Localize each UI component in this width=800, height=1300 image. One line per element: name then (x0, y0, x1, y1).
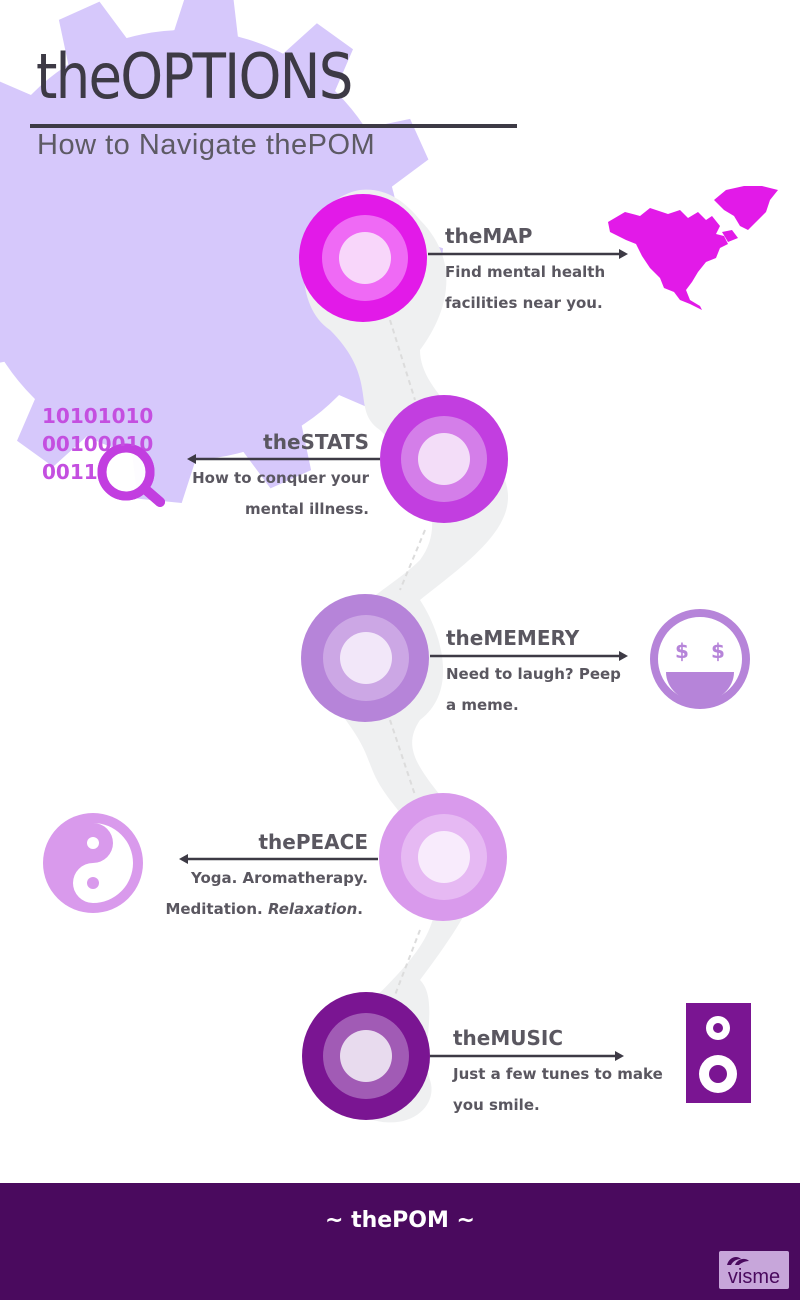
description-line: mental illness. (245, 500, 369, 518)
arrow-music (430, 1051, 624, 1061)
option-peace-title[interactable]: thePEACE (258, 830, 368, 854)
speaker-icon (686, 1003, 751, 1103)
option-stats-title[interactable]: theSTATS (263, 430, 369, 454)
svg-text:$: $ (675, 639, 689, 663)
option-map-description: Find mental health facilities near you. (445, 257, 605, 319)
option-peace-description: Yoga. Aromatherapy. Meditation. Relaxati… (150, 863, 368, 925)
arrow-peace (179, 854, 378, 864)
node-map (299, 194, 427, 322)
binary-line: 0011 (42, 460, 98, 484)
option-memery-description: Need to laugh? Peep a meme. (446, 659, 621, 721)
footer-bar (0, 1183, 800, 1300)
node-music (302, 992, 430, 1120)
description-line: facilities near you. (445, 294, 603, 312)
svg-text:$: $ (711, 639, 725, 663)
footer-text: ~ thePOM ~ (324, 1208, 475, 1233)
dollar-eyes-smiley-icon: $ $ (650, 609, 750, 709)
description-line: How to conquer your (192, 469, 369, 487)
connector-dash (389, 719, 416, 796)
gear-body (0, 30, 400, 460)
option-music-description: Just a few tunes to make you smile. (453, 1059, 663, 1121)
connector-dash (399, 529, 426, 591)
description-line: Yoga. Aromatherapy. (190, 869, 368, 887)
visme-badge[interactable] (719, 1251, 789, 1289)
page-title: theOPTIONS (36, 40, 353, 113)
magnifier-overlay (97, 446, 165, 507)
binary-code-text: 10101010 00100010 0011 (42, 402, 153, 486)
description-emphasis: Relaxation (267, 900, 358, 918)
description-text: . (357, 900, 363, 918)
connector-dash (389, 319, 416, 401)
binary-line: 10101010 (42, 404, 154, 428)
description-line: a meme. (446, 696, 519, 714)
arrow-map (428, 249, 628, 259)
description-line: you smile. (453, 1096, 540, 1114)
option-stats-description: How to conquer your mental illness. (150, 463, 369, 525)
description-line: Need to laugh? Peep (446, 665, 621, 683)
north-america-map-icon (608, 186, 778, 310)
visme-label: visme (727, 1266, 781, 1288)
connector-dash (394, 929, 421, 996)
title-divider (30, 124, 517, 128)
visme-logo-icon (727, 1257, 749, 1265)
option-map-title[interactable]: theMAP (445, 224, 533, 248)
option-memery-title[interactable]: theMEMERY (446, 626, 580, 650)
page-subtitle: How to Navigate thePOM (37, 129, 376, 161)
node-peace (379, 793, 507, 921)
yin-yang-icon (43, 813, 143, 913)
description-text: Meditation. (165, 900, 268, 918)
option-music-title[interactable]: theMUSIC (453, 1026, 564, 1050)
node-memery (301, 594, 429, 722)
description-line: Meditation. Relaxation. (150, 894, 368, 925)
arrow-memery (430, 651, 628, 661)
node-stats (380, 395, 508, 523)
description-line: Just a few tunes to make (453, 1065, 663, 1083)
description-line: Find mental health (445, 263, 606, 281)
arrow-stats (187, 454, 380, 464)
